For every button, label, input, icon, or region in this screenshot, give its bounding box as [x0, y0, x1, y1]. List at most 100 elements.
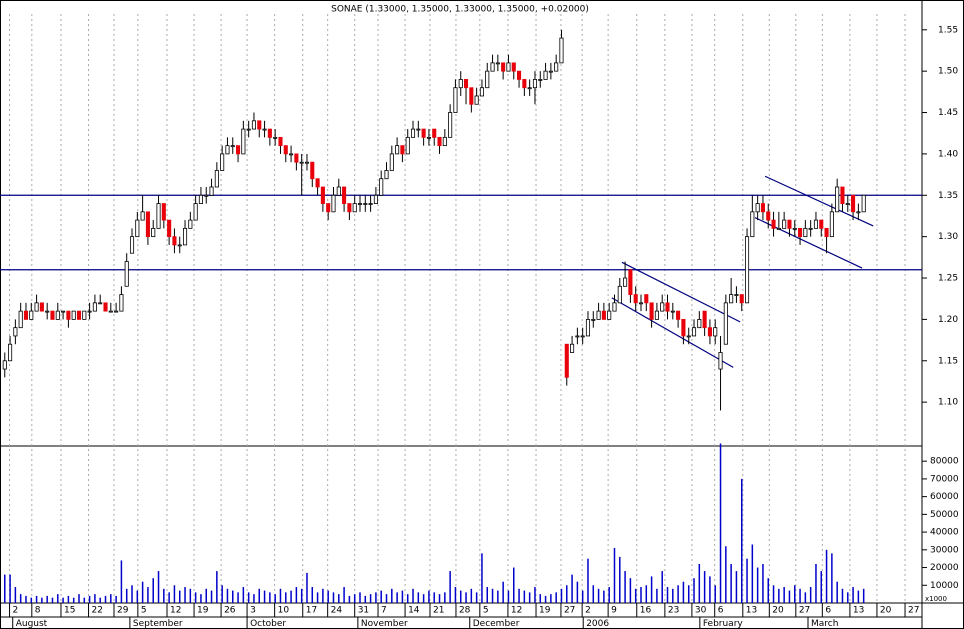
candle-body	[554, 62, 559, 72]
x-tick-label: 30	[695, 606, 707, 616]
volume-bar	[613, 548, 616, 603]
volume-bar	[518, 588, 520, 603]
volume-bar	[25, 595, 27, 603]
candle-body	[426, 136, 431, 139]
volume-bar	[136, 590, 139, 603]
volume-bar	[125, 588, 128, 603]
candle-body	[161, 203, 166, 221]
candle-body	[13, 327, 18, 337]
candle-body	[336, 186, 341, 196]
candle-body	[729, 294, 734, 304]
volume-bar	[847, 592, 849, 603]
volume-bar	[719, 443, 722, 603]
volume-bar	[406, 594, 409, 603]
volume-bar	[30, 597, 33, 603]
volume-bar	[809, 587, 812, 603]
volume-bar	[359, 592, 361, 603]
volume-bar	[581, 590, 584, 603]
candle-body	[326, 203, 331, 213]
candle-body	[373, 194, 378, 204]
volume-bar	[141, 581, 144, 603]
candle-body	[813, 219, 819, 229]
candle-body	[294, 153, 299, 163]
x-tick-label: 22	[92, 606, 103, 616]
volume-bar	[640, 587, 642, 603]
volume-bar	[804, 592, 807, 603]
candle-body	[50, 310, 55, 320]
volume-bar	[322, 588, 324, 603]
volume-bar	[417, 592, 420, 603]
candle-body	[405, 136, 410, 155]
volume-bar	[470, 588, 473, 603]
candle-body	[432, 128, 437, 138]
candle-body	[304, 161, 310, 164]
chart-title: SONAE (1.33000, 1.35000, 1.33000, 1.3500…	[331, 5, 589, 15]
x-tick-label: 14	[408, 606, 420, 616]
volume-bar	[815, 564, 817, 603]
volume-tick-label: 40000	[930, 528, 959, 538]
volume-bar	[592, 585, 595, 603]
y-tick-label: 1.10	[938, 398, 958, 408]
volume-bar	[210, 590, 213, 603]
candle-body	[363, 203, 368, 205]
volume-bar	[799, 588, 801, 603]
x-tick-label: 23	[668, 606, 679, 616]
volume-tick-label: 50000	[930, 510, 959, 520]
volume-bar	[375, 592, 377, 603]
volume-bar	[783, 587, 785, 603]
volume-bar	[242, 587, 245, 603]
volume-bar	[608, 587, 610, 603]
candle-body	[331, 194, 336, 213]
candle-body	[654, 310, 659, 320]
candle-body	[829, 211, 834, 238]
candle-body	[71, 310, 76, 320]
x-tick-label: 26	[224, 606, 236, 616]
candle-body	[315, 178, 320, 188]
volume-bar	[571, 574, 573, 603]
candle-body	[368, 203, 373, 205]
volume-bar	[491, 588, 494, 603]
volume-bar	[35, 595, 38, 603]
candle-body	[782, 219, 787, 229]
volume-bar	[253, 594, 255, 603]
volume-bar	[57, 594, 59, 603]
volume-tick-label: 10000	[930, 581, 959, 591]
volume-bar	[380, 590, 382, 603]
candle-body	[522, 79, 527, 89]
x-tick-label: 20	[880, 606, 892, 616]
volume-bar	[338, 594, 340, 603]
x-tick-label: 20	[772, 606, 784, 616]
candle-body	[739, 294, 744, 304]
candle-body	[39, 302, 44, 312]
volume-bar	[306, 572, 308, 603]
candle-body	[204, 194, 209, 197]
volume-bar	[205, 588, 207, 603]
candle-body	[352, 203, 357, 213]
candle-body	[140, 211, 145, 221]
volume-bar	[285, 592, 287, 603]
volume-bar	[168, 592, 170, 603]
candle-body	[485, 70, 490, 89]
volume-bar	[672, 588, 674, 603]
volume-bar	[412, 588, 414, 603]
candle-body	[251, 120, 257, 130]
candle-body	[437, 136, 442, 147]
volume-bar	[83, 597, 86, 603]
volume-bar	[841, 588, 844, 603]
volume-bar	[650, 576, 653, 603]
volume-bar	[481, 553, 483, 603]
candle-body	[103, 302, 108, 312]
month-label: August	[16, 619, 48, 629]
candle-body	[283, 145, 288, 155]
x-tick-label: 8	[35, 606, 41, 616]
volume-bar	[269, 592, 271, 603]
volume-bar	[131, 585, 133, 603]
candle-body	[792, 227, 797, 230]
volume-bar	[566, 585, 568, 603]
volume-bar	[459, 590, 462, 603]
candle-body	[628, 269, 633, 295]
volume-bar	[682, 581, 685, 603]
volume-bar	[173, 585, 176, 603]
candle-body	[114, 310, 119, 313]
